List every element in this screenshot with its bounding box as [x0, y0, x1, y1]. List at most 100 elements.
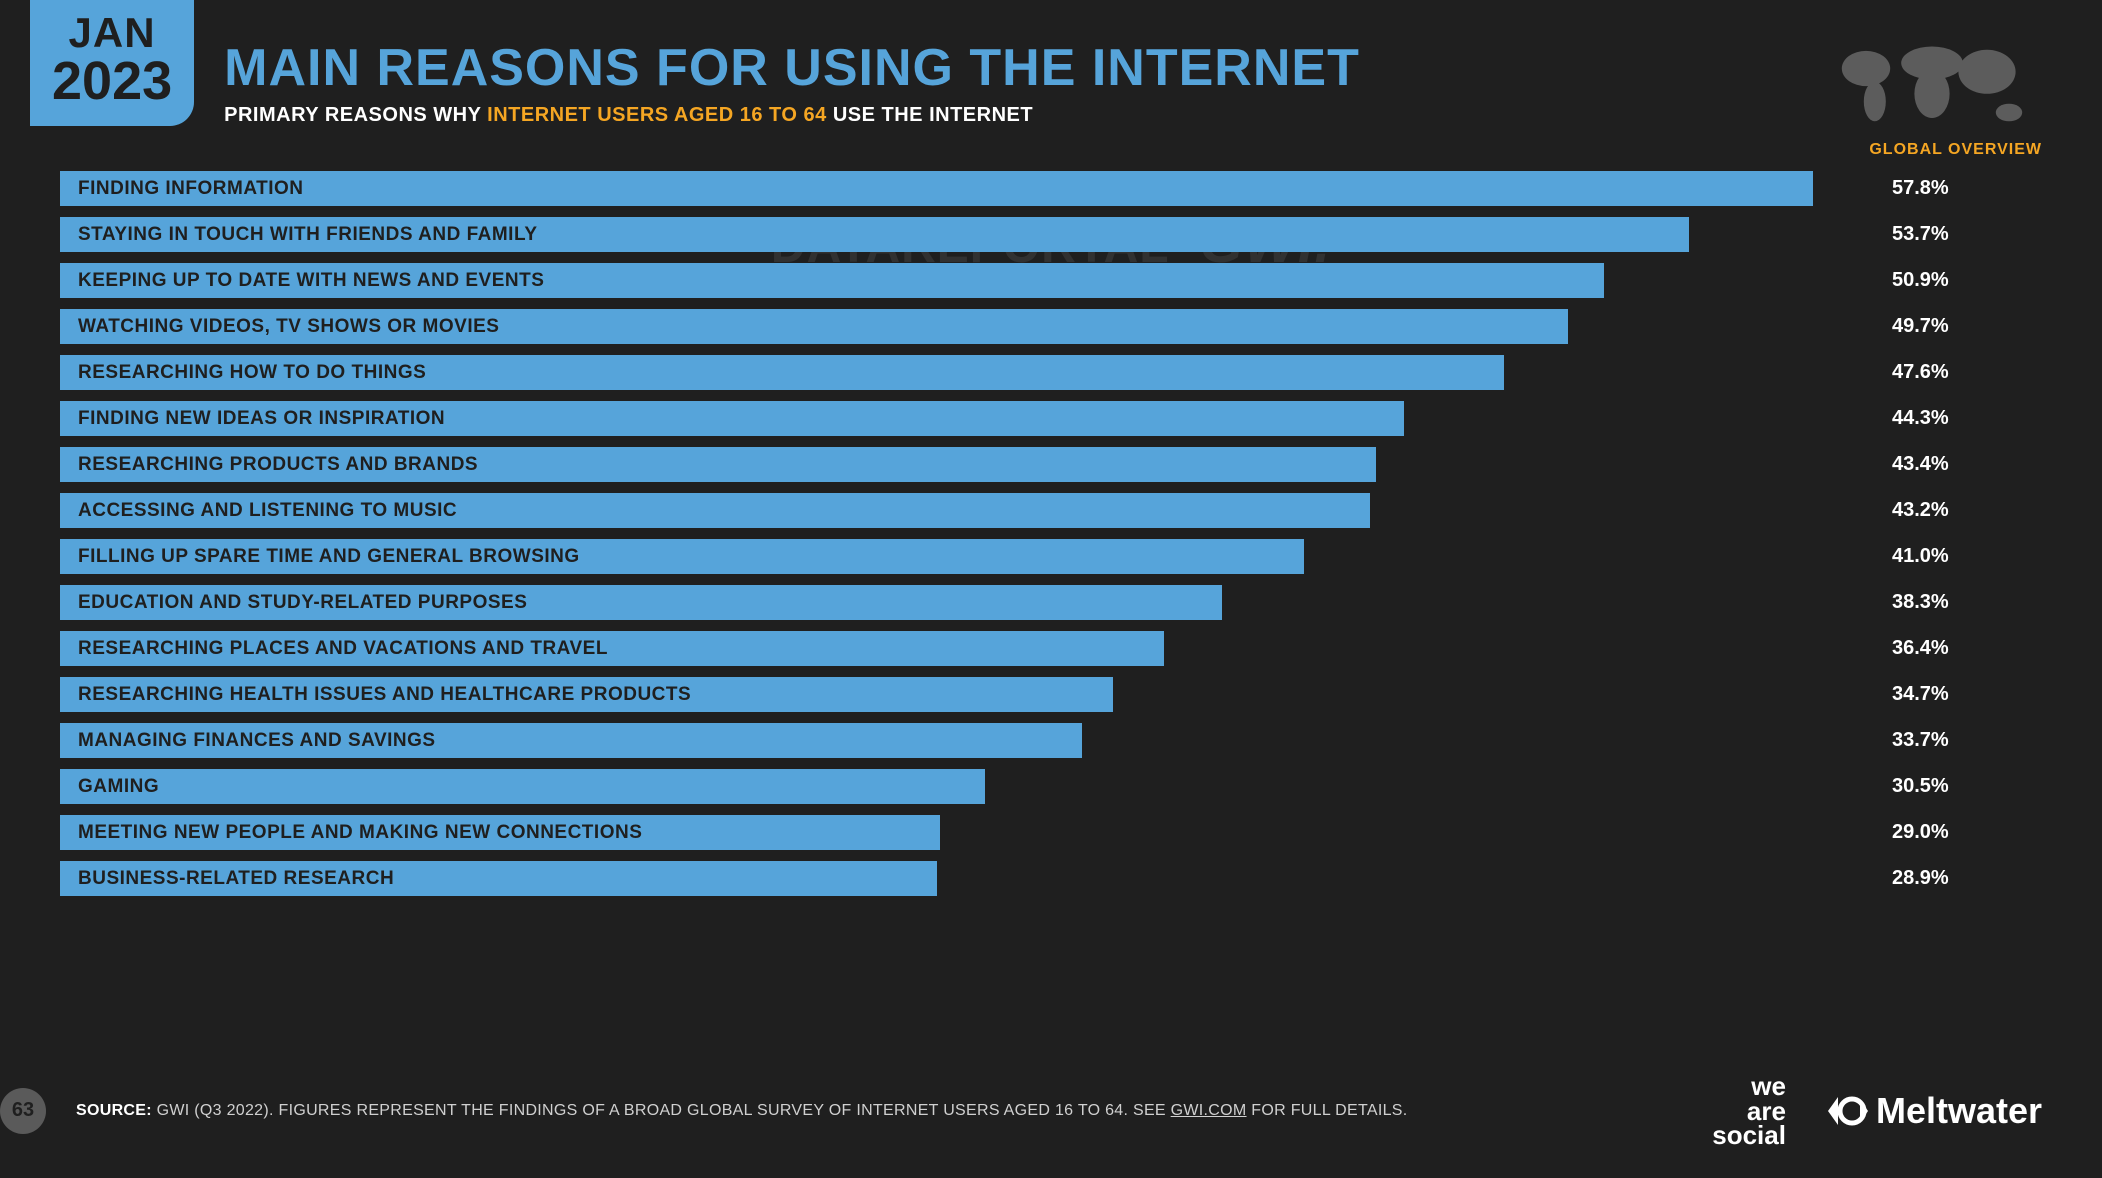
bar: FINDING INFORMATION — [60, 171, 1813, 206]
bar-track: FILLING UP SPARE TIME AND GENERAL BROWSI… — [60, 539, 1880, 574]
bar-label: KEEPING UP TO DATE WITH NEWS AND EVENTS — [78, 270, 544, 292]
bar-value: 53.7% — [1892, 223, 1949, 246]
bar-value: 43.4% — [1892, 453, 1949, 476]
main-title: MAIN REASONS FOR USING THE INTERNET — [224, 38, 2042, 98]
bar: WATCHING VIDEOS, TV SHOWS OR MOVIES — [60, 309, 1568, 344]
bar: EDUCATION AND STUDY-RELATED PURPOSES — [60, 585, 1222, 620]
bar-value: 47.6% — [1892, 361, 1949, 384]
bar: RESEARCHING HOW TO DO THINGS — [60, 355, 1504, 390]
bar: KEEPING UP TO DATE WITH NEWS AND EVENTS — [60, 263, 1604, 298]
bar-row: MEETING NEW PEOPLE AND MAKING NEW CONNEC… — [60, 815, 2042, 850]
bar: FINDING NEW IDEAS OR INSPIRATION — [60, 401, 1404, 436]
bar-track: ACCESSING AND LISTENING TO MUSIC — [60, 493, 1880, 528]
bar: MANAGING FINANCES AND SAVINGS — [60, 723, 1082, 758]
bar-track: MANAGING FINANCES AND SAVINGS — [60, 723, 1880, 758]
logo-block: we are social Meltwater — [1712, 1074, 2042, 1148]
page-number: 63 — [0, 1088, 46, 1134]
bar-row: BUSINESS-RELATED RESEARCH 28.9% — [60, 861, 2042, 896]
bar-row: WATCHING VIDEOS, TV SHOWS OR MOVIES 49.7% — [60, 309, 2042, 344]
was-l3: social — [1712, 1123, 1786, 1148]
bar-track: RESEARCHING PLACES AND VACATIONS AND TRA… — [60, 631, 1880, 666]
bar-track: RESEARCHING HEALTH ISSUES AND HEALTHCARE… — [60, 677, 1880, 712]
header: JAN 2023 MAIN REASONS FOR USING THE INTE… — [30, 30, 2042, 127]
bar: FILLING UP SPARE TIME AND GENERAL BROWSI… — [60, 539, 1304, 574]
bar-track: KEEPING UP TO DATE WITH NEWS AND EVENTS — [60, 263, 1880, 298]
bar-track: FINDING INFORMATION — [60, 171, 1880, 206]
bar: STAYING IN TOUCH WITH FRIENDS AND FAMILY — [60, 217, 1689, 252]
meltwater-logo: Meltwater — [1826, 1089, 2042, 1133]
bar-label: EDUCATION AND STUDY-RELATED PURPOSES — [78, 592, 527, 614]
bar-label: RESEARCHING PRODUCTS AND BRANDS — [78, 454, 478, 476]
bar-value: 29.0% — [1892, 821, 1949, 844]
bar-value: 43.2% — [1892, 499, 1949, 522]
bar-value: 57.8% — [1892, 177, 1949, 200]
bar-row: EDUCATION AND STUDY-RELATED PURPOSES 38.3… — [60, 585, 2042, 620]
bar-track: MEETING NEW PEOPLE AND MAKING NEW CONNEC… — [60, 815, 1880, 850]
bar-track: WATCHING VIDEOS, TV SHOWS OR MOVIES — [60, 309, 1880, 344]
bar-label: RESEARCHING HEALTH ISSUES AND HEALTHCARE… — [78, 684, 691, 706]
meltwater-eye-icon — [1826, 1089, 1870, 1133]
bar: RESEARCHING HEALTH ISSUES AND HEALTHCARE… — [60, 677, 1113, 712]
meltwater-text: Meltwater — [1876, 1090, 2042, 1132]
date-year: 2023 — [52, 54, 172, 108]
bar-row: RESEARCHING HOW TO DO THINGS 47.6% — [60, 355, 2042, 390]
source-text-2: FOR FULL DETAILS. — [1247, 1102, 1408, 1119]
bar-value: 28.9% — [1892, 867, 1949, 890]
bar-label: FILLING UP SPARE TIME AND GENERAL BROWSI… — [78, 546, 580, 568]
bar-label: RESEARCHING PLACES AND VACATIONS AND TRA… — [78, 638, 608, 660]
bar-value: 30.5% — [1892, 775, 1949, 798]
source-bold: SOURCE: — [76, 1102, 152, 1119]
bar-chart: FINDING INFORMATION 57.8% STAYING IN TOUCH… — [30, 151, 2042, 1050]
bar: BUSINESS-RELATED RESEARCH — [60, 861, 937, 896]
bar-value: 33.7% — [1892, 729, 1949, 752]
bar-track: RESEARCHING PRODUCTS AND BRANDS — [60, 447, 1880, 482]
world-map-icon — [1822, 30, 2042, 140]
bar-label: MEETING NEW PEOPLE AND MAKING NEW CONNEC… — [78, 822, 642, 844]
bar-label: WATCHING VIDEOS, TV SHOWS OR MOVIES — [78, 316, 499, 338]
bar-value: 50.9% — [1892, 269, 1949, 292]
bar-label: ACCESSING AND LISTENING TO MUSIC — [78, 500, 457, 522]
bar-label: FINDING INFORMATION — [78, 178, 304, 200]
date-badge: JAN 2023 — [30, 0, 194, 126]
map-block: GLOBAL OVERVIEW — [1822, 30, 2042, 159]
source-line: SOURCE: GWI (Q3 2022). FIGURES REPRESENT… — [76, 1102, 1682, 1120]
we-are-social-logo: we are social — [1712, 1074, 1786, 1148]
bar-label: RESEARCHING HOW TO DO THINGS — [78, 362, 426, 384]
subtitle-prefix: PRIMARY REASONS WHY — [224, 104, 487, 126]
bar-row: MANAGING FINANCES AND SAVINGS 33.7% — [60, 723, 2042, 758]
bar-row: RESEARCHING PRODUCTS AND BRANDS 43.4% — [60, 447, 2042, 482]
bar-row: RESEARCHING PLACES AND VACATIONS AND TRA… — [60, 631, 2042, 666]
bar: ACCESSING AND LISTENING TO MUSIC — [60, 493, 1370, 528]
bar-label: GAMING — [78, 776, 159, 798]
slide: JAN 2023 MAIN REASONS FOR USING THE INTE… — [0, 0, 2102, 1178]
bar-row: ACCESSING AND LISTENING TO MUSIC 43.2% — [60, 493, 2042, 528]
bar-label: STAYING IN TOUCH WITH FRIENDS AND FAMILY — [78, 224, 538, 246]
source-text-1: GWI (Q3 2022). FIGURES REPRESENT THE FIN… — [152, 1102, 1171, 1119]
subtitle-suffix: USE THE INTERNET — [827, 104, 1033, 126]
footer: 63 SOURCE: GWI (Q3 2022). FIGURES REPRES… — [0, 1050, 2042, 1148]
bar-label: MANAGING FINANCES AND SAVINGS — [78, 730, 436, 752]
bar-label: BUSINESS-RELATED RESEARCH — [78, 868, 394, 890]
bar-track: FINDING NEW IDEAS OR INSPIRATION — [60, 401, 1880, 436]
was-l1: we — [1712, 1074, 1786, 1099]
bar-track: GAMING — [60, 769, 1880, 804]
bar-row: GAMING 30.5% — [60, 769, 2042, 804]
bar-row: KEEPING UP TO DATE WITH NEWS AND EVENTS 5… — [60, 263, 2042, 298]
bar-value: 38.3% — [1892, 591, 1949, 614]
overview-label: GLOBAL OVERVIEW — [1822, 141, 2042, 159]
bar-value: 34.7% — [1892, 683, 1949, 706]
bar-value: 41.0% — [1892, 545, 1949, 568]
bar-row: FINDING INFORMATION 57.8% — [60, 171, 2042, 206]
bar: MEETING NEW PEOPLE AND MAKING NEW CONNEC… — [60, 815, 940, 850]
bar: GAMING — [60, 769, 985, 804]
bar-row: STAYING IN TOUCH WITH FRIENDS AND FAMILY… — [60, 217, 2042, 252]
bar-value: 49.7% — [1892, 315, 1949, 338]
bar-row: RESEARCHING HEALTH ISSUES AND HEALTHCARE… — [60, 677, 2042, 712]
bar-track: STAYING IN TOUCH WITH FRIENDS AND FAMILY — [60, 217, 1880, 252]
bar-row: FILLING UP SPARE TIME AND GENERAL BROWSI… — [60, 539, 2042, 574]
bar-label: FINDING NEW IDEAS OR INSPIRATION — [78, 408, 445, 430]
bar-row: FINDING NEW IDEAS OR INSPIRATION44.3% — [60, 401, 2042, 436]
bar: RESEARCHING PLACES AND VACATIONS AND TRA… — [60, 631, 1164, 666]
bar-value: 36.4% — [1892, 637, 1949, 660]
bar-track: EDUCATION AND STUDY-RELATED PURPOSES — [60, 585, 1880, 620]
